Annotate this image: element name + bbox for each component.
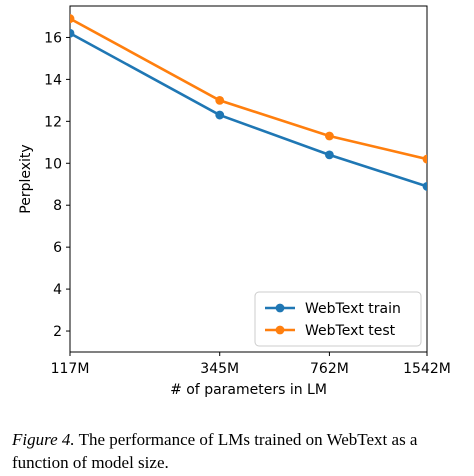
- x-axis-label: # of parameters in LM: [170, 382, 327, 398]
- y-tick-label: 6: [53, 240, 62, 256]
- x-tick-label: 762M: [310, 361, 349, 377]
- figure-caption: Figure 4. The performance of LMs trained…: [12, 428, 464, 474]
- y-tick-label: 4: [53, 282, 62, 298]
- data-point: [422, 181, 427, 191]
- series-group: [70, 14, 427, 191]
- y-axis-label: Perplexity: [18, 144, 34, 213]
- legend-label: WebText test: [305, 323, 396, 339]
- data-point: [325, 131, 334, 141]
- legend-label: WebText train: [305, 301, 401, 317]
- data-point: [215, 95, 225, 105]
- y-tick-label: 10: [44, 156, 62, 172]
- data-point: [215, 110, 225, 120]
- line-chart: 2 4 6 8 10 12 14 16 117M 345M 762M 1542M # of parame…: [18, 5, 451, 398]
- data-point: [70, 14, 75, 23]
- y-tick-label: 2: [53, 324, 62, 340]
- legend-box: [254, 291, 422, 347]
- y-tick-label: 12: [44, 114, 62, 130]
- data-point: [70, 28, 75, 38]
- legend: WebText train WebText test: [254, 291, 422, 347]
- legend-swatch-marker: [275, 325, 285, 335]
- data-point: [325, 150, 334, 160]
- y-tick-label: 16: [44, 30, 62, 46]
- y-tick-label: 14: [44, 72, 62, 88]
- x-tick-label: 345M: [200, 361, 239, 377]
- y-tick-label: 8: [53, 198, 62, 214]
- data-point: [422, 154, 427, 164]
- plot-area: 2 4 6 8 10 12 14 16 117M 345M 762M 1542M # of parame…: [18, 5, 451, 398]
- x-tick-label: 117M: [51, 361, 90, 377]
- legend-swatch-marker: [275, 303, 285, 313]
- series-line: [70, 32, 427, 188]
- plot-frame: [69, 5, 428, 353]
- x-tick-label: 1542M: [403, 361, 451, 377]
- caption-text: The performance of LMs trained on WebTex…: [12, 430, 418, 472]
- caption-label: Figure 4.: [12, 430, 75, 449]
- series-line: [70, 17, 427, 161]
